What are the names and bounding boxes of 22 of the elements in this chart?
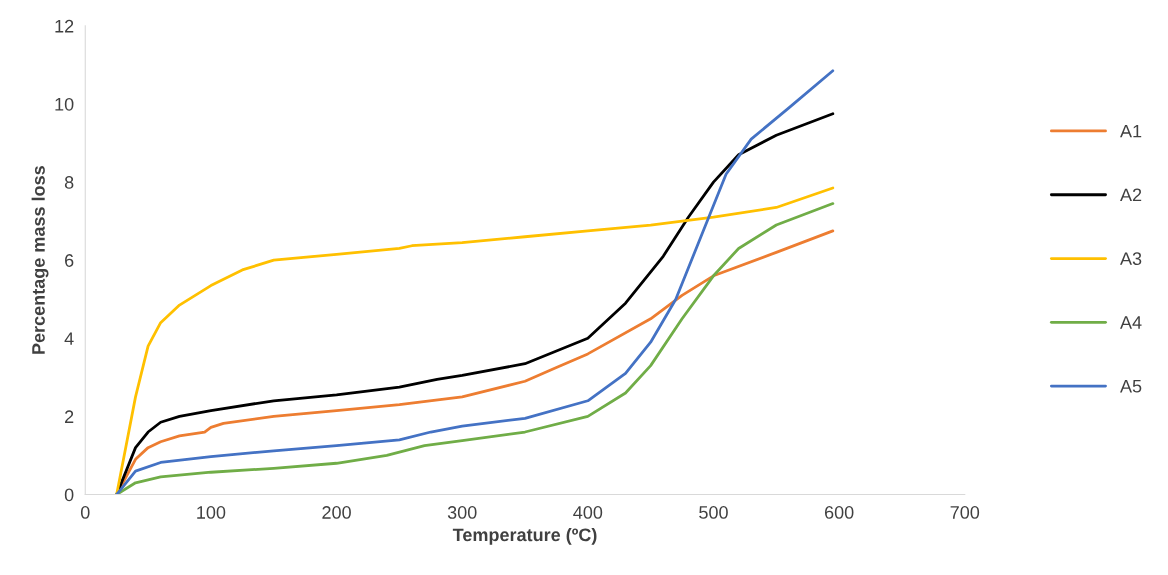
y-axis-title: Percentage mass loss (31, 166, 49, 354)
x-axis-title: Temperature (ºC) (452, 528, 597, 545)
y-tick-label: 12 (55, 19, 74, 33)
y-tick-label: 2 (65, 410, 74, 423)
legend-label: A4 (1120, 316, 1142, 329)
x-tick-label: 500 (699, 506, 728, 519)
y-tick-label: 10 (55, 97, 74, 111)
legend-label: A5 (1120, 379, 1142, 393)
x-tick-label: 700 (950, 506, 980, 519)
y-tick-label: 6 (65, 254, 74, 267)
legend-label: A3 (1120, 252, 1142, 266)
y-tick-label: 4 (64, 332, 74, 345)
x-tick-label: 0 (80, 506, 90, 519)
x-tick-label: 400 (573, 506, 603, 519)
y-tick-label: 8 (64, 176, 74, 189)
legend-label: A2 (1120, 188, 1142, 202)
y-tick-label: 0 (64, 488, 74, 502)
legend-label: A1 (1120, 124, 1142, 138)
x-tick-label: 300 (447, 506, 477, 519)
x-tick-label: 200 (322, 506, 351, 519)
x-tick-label: 100 (197, 506, 226, 519)
x-tick-label: 600 (824, 506, 854, 519)
